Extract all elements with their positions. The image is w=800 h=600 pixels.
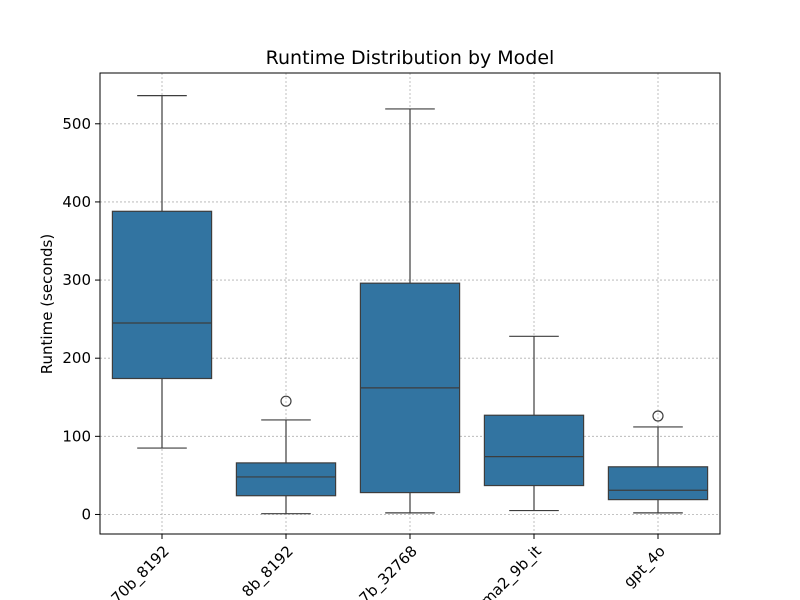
y-tick-label: 100 — [62, 427, 91, 445]
y-tick-label: 500 — [62, 115, 91, 133]
chart-title: Runtime Distribution by Model — [266, 47, 555, 69]
box-group — [111, 95, 213, 449]
y-axis-label: Runtime (seconds) — [38, 234, 56, 374]
y-tick-label: 200 — [62, 349, 91, 367]
box-group — [483, 335, 585, 512]
x-tick-label: gpt_4o — [620, 542, 670, 592]
iqr-box — [483, 414, 585, 487]
iqr-box — [607, 466, 709, 501]
outlier-point — [280, 395, 292, 407]
iqr-box — [235, 462, 337, 497]
box-group — [359, 108, 461, 514]
y-tick-label: 300 — [62, 271, 91, 289]
x-tick-label: ma2_9b_it — [477, 542, 545, 600]
x-tick-label: 70b_8192 — [108, 542, 174, 600]
iqr-box — [111, 210, 213, 380]
box-group — [607, 410, 709, 514]
x-tick-label: 8b_8192 — [238, 542, 297, 600]
x-tick-label: 7b_32768 — [356, 542, 422, 600]
y-tick-label: 0 — [81, 505, 91, 523]
outlier-point — [652, 410, 664, 422]
y-tick-label: 400 — [62, 193, 91, 211]
box-group — [235, 395, 337, 515]
box-layer — [111, 95, 709, 515]
